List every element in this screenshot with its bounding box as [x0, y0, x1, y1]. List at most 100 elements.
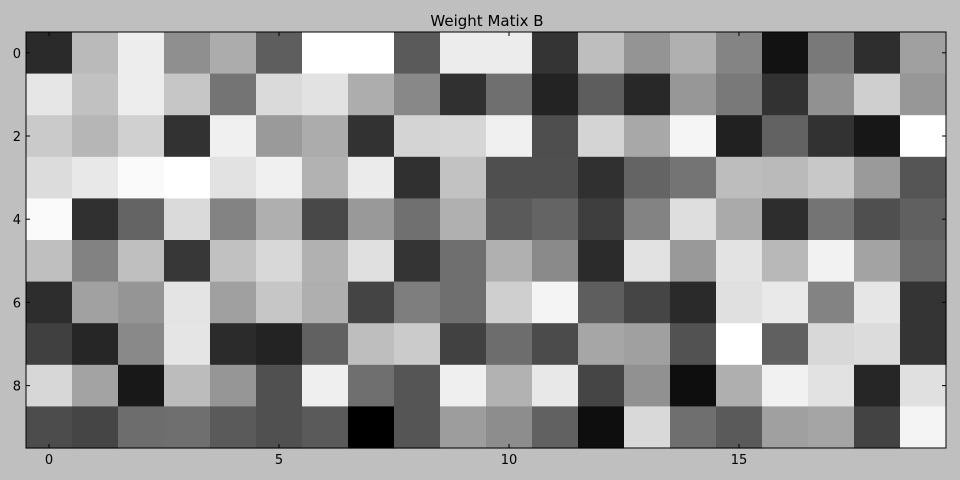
heatmap-cell-r9-c8: [394, 406, 441, 448]
heatmap-cell-r6-c9: [440, 282, 487, 324]
heatmap-cell-r3-c10: [486, 157, 533, 199]
heatmap-cell-r6-c6: [302, 282, 349, 324]
heatmap-cell-r0-c10: [486, 32, 533, 74]
heatmap-cell-r7-c8: [394, 323, 441, 365]
heatmap-cell-r9-c2: [118, 406, 165, 448]
heatmap-cell-r9-c3: [164, 406, 211, 448]
heatmap-cell-r7-c7: [348, 323, 395, 365]
heatmap-cell-r0-c17: [808, 32, 855, 74]
heatmap-cell-r4-c13: [624, 198, 671, 240]
heatmap-cell-r3-c11: [532, 157, 579, 199]
heatmap-cell-r6-c16: [762, 282, 809, 324]
heatmap-cell-r2-c1: [72, 115, 119, 157]
heatmap-cell-r0-c1: [72, 32, 119, 74]
heatmap-cell-r0-c11: [532, 32, 579, 74]
x-tick-label-10: 10: [501, 453, 518, 468]
heatmap-cell-r2-c9: [440, 115, 487, 157]
heatmap-cell-r5-c16: [762, 240, 809, 282]
heatmap-cell-r4-c0: [26, 198, 73, 240]
heatmap-cell-r3-c3: [164, 157, 211, 199]
heatmap-cell-r2-c0: [26, 115, 73, 157]
heatmap-cell-r0-c12: [578, 32, 625, 74]
heatmap-cell-r4-c7: [348, 198, 395, 240]
heatmap-cell-r5-c8: [394, 240, 441, 282]
heatmap-cell-r1-c15: [716, 74, 763, 116]
heatmap-cell-r7-c1: [72, 323, 119, 365]
heatmap-cell-r5-c3: [164, 240, 211, 282]
heatmap-cell-r7-c13: [624, 323, 671, 365]
heatmap-cell-r6-c4: [210, 282, 257, 324]
heatmap-cell-r9-c14: [670, 406, 717, 448]
heatmap-cell-r8-c7: [348, 365, 395, 407]
heatmap-cell-r3-c18: [854, 157, 901, 199]
heatmap-cell-r4-c4: [210, 198, 257, 240]
heatmap-cell-r5-c4: [210, 240, 257, 282]
heatmap-cell-r5-c0: [26, 240, 73, 282]
heatmap-cell-r7-c14: [670, 323, 717, 365]
heatmap-cell-r6-c1: [72, 282, 119, 324]
heatmap-cell-r1-c1: [72, 74, 119, 116]
heatmap-cell-r1-c9: [440, 74, 487, 116]
heatmap-cell-r7-c18: [854, 323, 901, 365]
heatmap-cell-r0-c15: [716, 32, 763, 74]
heatmap-cell-r7-c15: [716, 323, 763, 365]
heatmap-cell-r6-c7: [348, 282, 395, 324]
heatmap-cell-r3-c12: [578, 157, 625, 199]
y-tick-label-6: 6: [13, 296, 21, 311]
heatmap-cell-r1-c12: [578, 74, 625, 116]
heatmap-cell-r0-c4: [210, 32, 257, 74]
heatmap-cell-r9-c10: [486, 406, 533, 448]
heatmap-cell-r7-c17: [808, 323, 855, 365]
heatmap-cell-r9-c16: [762, 406, 809, 448]
heatmap-cell-r9-c6: [302, 406, 349, 448]
heatmap-cell-r2-c14: [670, 115, 717, 157]
heatmap-cell-r9-c7: [348, 406, 395, 448]
x-tick-label-0: 0: [45, 453, 53, 468]
heatmap-cell-r1-c13: [624, 74, 671, 116]
heatmap-cell-r8-c6: [302, 365, 349, 407]
heatmap-cell-r7-c2: [118, 323, 165, 365]
heatmap-cell-r8-c5: [256, 365, 303, 407]
heatmap-cell-r6-c15: [716, 282, 763, 324]
heatmap-cell-r1-c7: [348, 74, 395, 116]
heatmap-cell-r8-c14: [670, 365, 717, 407]
heatmap-cell-r3-c17: [808, 157, 855, 199]
heatmap-cell-r5-c19: [900, 240, 947, 282]
heatmap-cell-r3-c8: [394, 157, 441, 199]
heatmap-cell-r6-c11: [532, 282, 579, 324]
heatmap-cell-r9-c13: [624, 406, 671, 448]
heatmap-cell-r8-c12: [578, 365, 625, 407]
heatmap-cell-r2-c17: [808, 115, 855, 157]
heatmap-cell-r4-c3: [164, 198, 211, 240]
heatmap-cell-r0-c14: [670, 32, 717, 74]
heatmap-cell-r5-c14: [670, 240, 717, 282]
heatmap-cell-r7-c12: [578, 323, 625, 365]
heatmap-cell-r2-c15: [716, 115, 763, 157]
heatmap-cell-r1-c2: [118, 74, 165, 116]
heatmap-cell-r3-c9: [440, 157, 487, 199]
heatmap-cell-r8-c4: [210, 365, 257, 407]
heatmap-cell-r5-c7: [348, 240, 395, 282]
heatmap-cell-r7-c6: [302, 323, 349, 365]
heatmap-cell-r1-c6: [302, 74, 349, 116]
heatmap-cell-r1-c19: [900, 74, 947, 116]
heatmap-cell-r5-c9: [440, 240, 487, 282]
heatmap-cell-r4-c19: [900, 198, 947, 240]
heatmap-cell-r1-c18: [854, 74, 901, 116]
heatmap-cell-r4-c15: [716, 198, 763, 240]
heatmap-cell-r2-c16: [762, 115, 809, 157]
heatmap-cell-r8-c1: [72, 365, 119, 407]
heatmap-cell-r3-c0: [26, 157, 73, 199]
heatmap-cell-r3-c2: [118, 157, 165, 199]
heatmap-cell-r8-c0: [26, 365, 73, 407]
heatmap-cell-r4-c14: [670, 198, 717, 240]
heatmap-cell-r6-c3: [164, 282, 211, 324]
heatmap-cell-r2-c3: [164, 115, 211, 157]
heatmap-cell-r5-c2: [118, 240, 165, 282]
heatmap-cell-r7-c5: [256, 323, 303, 365]
heatmap-cell-r5-c6: [302, 240, 349, 282]
heatmap-cell-r1-c3: [164, 74, 211, 116]
heatmap-cell-r2-c10: [486, 115, 533, 157]
heatmap-cell-r5-c12: [578, 240, 625, 282]
heatmap-cells: [26, 32, 947, 449]
